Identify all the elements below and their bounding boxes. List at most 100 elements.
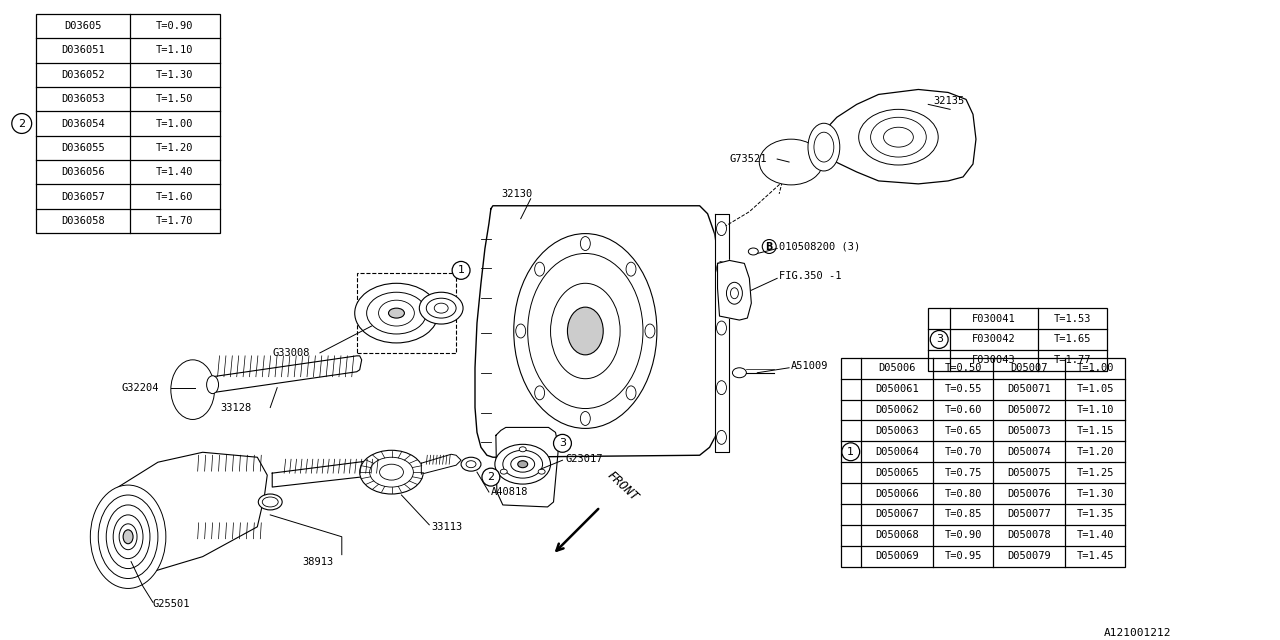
Ellipse shape [626, 386, 636, 400]
Ellipse shape [259, 494, 282, 510]
Text: F030043: F030043 [972, 355, 1016, 365]
Ellipse shape [550, 284, 620, 379]
Text: T=0.90: T=0.90 [945, 531, 982, 540]
Text: T=1.05: T=1.05 [1076, 384, 1114, 394]
Text: D036058: D036058 [61, 216, 105, 226]
Text: G25501: G25501 [152, 599, 191, 609]
Text: T=0.60: T=0.60 [945, 405, 982, 415]
Text: T=1.60: T=1.60 [156, 191, 193, 202]
Ellipse shape [535, 386, 544, 400]
Polygon shape [495, 428, 558, 507]
Ellipse shape [772, 148, 812, 176]
Ellipse shape [434, 303, 448, 313]
Text: G33008: G33008 [273, 348, 310, 358]
Ellipse shape [123, 530, 133, 544]
Ellipse shape [516, 324, 526, 338]
Text: T=1.10: T=1.10 [156, 45, 193, 56]
Polygon shape [718, 260, 751, 320]
Text: 38913: 38913 [302, 557, 333, 566]
Ellipse shape [206, 376, 219, 394]
Ellipse shape [808, 124, 840, 171]
Ellipse shape [883, 127, 914, 147]
Ellipse shape [870, 117, 927, 157]
Text: 1: 1 [457, 266, 465, 275]
Text: D036056: D036056 [61, 167, 105, 177]
Bar [928, 308, 1107, 371]
Ellipse shape [763, 142, 819, 182]
Ellipse shape [99, 495, 157, 579]
Text: 1: 1 [847, 447, 854, 457]
Text: T=0.65: T=0.65 [945, 426, 982, 436]
Ellipse shape [538, 469, 545, 474]
Text: D050068: D050068 [876, 531, 919, 540]
Text: D050066: D050066 [876, 488, 919, 499]
Ellipse shape [420, 292, 463, 324]
Ellipse shape [188, 385, 197, 395]
Circle shape [553, 435, 571, 452]
Ellipse shape [113, 515, 143, 559]
Ellipse shape [717, 381, 727, 395]
Text: D036051: D036051 [61, 45, 105, 56]
Text: 010508200 (3): 010508200 (3) [780, 241, 860, 252]
Text: 32130: 32130 [500, 189, 532, 199]
Ellipse shape [360, 451, 424, 494]
Text: D036055: D036055 [61, 143, 105, 153]
Text: T=1.30: T=1.30 [1076, 488, 1114, 499]
Polygon shape [273, 460, 392, 487]
Ellipse shape [184, 379, 201, 401]
Ellipse shape [179, 370, 206, 410]
Text: D036054: D036054 [61, 118, 105, 129]
Text: D050077: D050077 [1007, 509, 1051, 520]
Text: T=1.40: T=1.40 [156, 167, 193, 177]
Text: F030042: F030042 [972, 335, 1016, 344]
Text: T=0.55: T=0.55 [945, 384, 982, 394]
Ellipse shape [495, 444, 550, 484]
Text: T=1.70: T=1.70 [156, 216, 193, 226]
Bar [841, 358, 1125, 566]
Ellipse shape [366, 292, 426, 334]
Text: D050061: D050061 [876, 384, 919, 394]
Text: G32204: G32204 [122, 383, 159, 393]
Ellipse shape [535, 262, 544, 276]
Polygon shape [211, 356, 362, 392]
Text: T=1.00: T=1.00 [1076, 364, 1114, 373]
Ellipse shape [511, 456, 535, 472]
Text: D036053: D036053 [61, 94, 105, 104]
Ellipse shape [731, 288, 739, 299]
Text: D050075: D050075 [1007, 468, 1051, 477]
Polygon shape [714, 214, 730, 452]
Ellipse shape [389, 308, 404, 318]
Ellipse shape [513, 234, 657, 428]
Text: D05007: D05007 [1010, 364, 1048, 373]
Text: T=0.90: T=0.90 [156, 21, 193, 31]
Ellipse shape [859, 109, 938, 165]
Text: G23017: G23017 [566, 454, 603, 464]
Text: T=1.00: T=1.00 [156, 118, 193, 129]
Ellipse shape [106, 505, 150, 568]
Text: D050072: D050072 [1007, 405, 1051, 415]
Ellipse shape [580, 412, 590, 426]
Text: T=0.75: T=0.75 [945, 468, 982, 477]
Text: 2: 2 [18, 118, 26, 129]
Text: T=0.50: T=0.50 [945, 364, 982, 373]
Polygon shape [109, 452, 268, 572]
Text: T=1.35: T=1.35 [1076, 509, 1114, 520]
Text: T=1.45: T=1.45 [1076, 551, 1114, 561]
Text: A40818: A40818 [492, 487, 529, 497]
Text: D050076: D050076 [1007, 488, 1051, 499]
Text: D05006: D05006 [878, 364, 915, 373]
Ellipse shape [645, 324, 655, 338]
Text: 32135: 32135 [933, 97, 964, 106]
Ellipse shape [814, 132, 833, 162]
Ellipse shape [500, 469, 507, 474]
Ellipse shape [173, 362, 212, 417]
Ellipse shape [170, 360, 215, 419]
Ellipse shape [370, 457, 413, 487]
Bar [36, 14, 220, 233]
Text: 33128: 33128 [220, 403, 252, 413]
Ellipse shape [380, 464, 403, 480]
Ellipse shape [262, 497, 278, 507]
Ellipse shape [119, 524, 137, 550]
Text: T=0.85: T=0.85 [945, 509, 982, 520]
Ellipse shape [727, 282, 742, 304]
